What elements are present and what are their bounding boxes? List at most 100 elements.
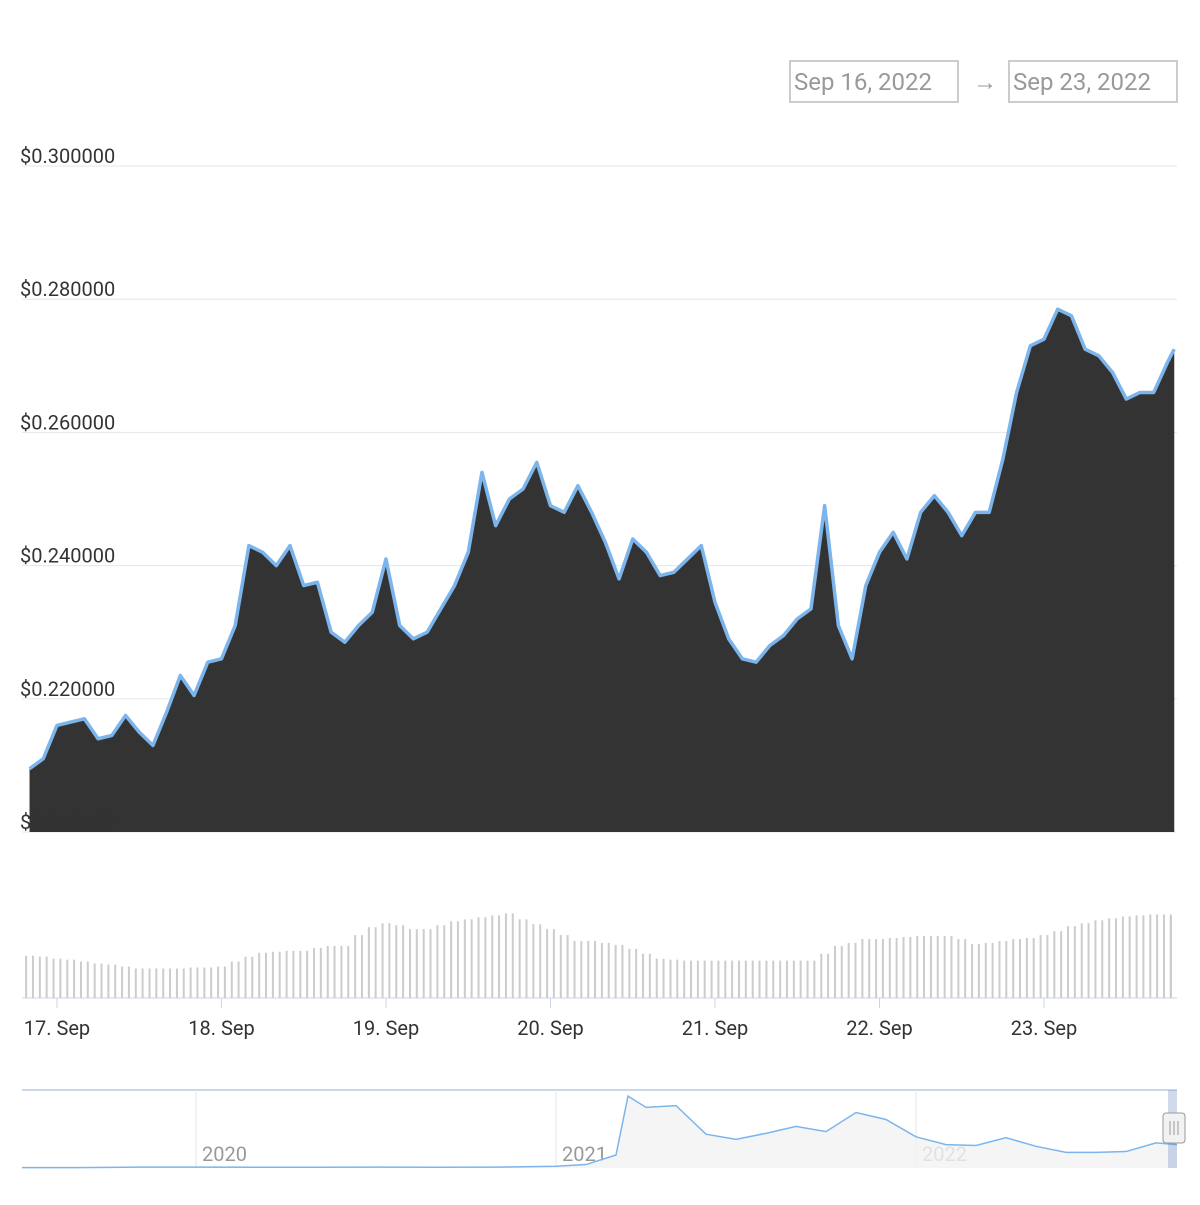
volume-bar <box>456 921 459 998</box>
volume-bar <box>162 968 165 998</box>
volume-bar <box>573 940 576 998</box>
volume-bar <box>751 960 754 998</box>
volume-bar <box>957 939 960 998</box>
volume-bar <box>491 915 494 998</box>
to-date-box[interactable] <box>1008 60 1178 103</box>
volume-bar <box>388 923 391 998</box>
volume-bar <box>820 953 823 998</box>
area-fill <box>29 309 1175 832</box>
volume-bar <box>360 935 363 998</box>
volume-bar <box>196 967 199 998</box>
volume-bar <box>31 955 34 998</box>
volume-bar <box>470 919 473 998</box>
volume-bar <box>45 956 48 998</box>
volume-bar <box>881 939 884 998</box>
volume-bar <box>1128 916 1131 998</box>
to-date[interactable]: Sep 23, 2022 <box>1013 68 1151 96</box>
volume-bar <box>923 936 926 998</box>
y-tick-label: $0.240000 <box>20 544 115 568</box>
y-tick-label: $0.300000 <box>20 144 115 168</box>
volume-bar <box>744 960 747 998</box>
volume-bar <box>1046 935 1049 998</box>
volume-bar <box>518 919 521 998</box>
volume-bar <box>936 936 939 998</box>
volume-bar <box>840 945 843 998</box>
volume-bar <box>1012 939 1015 998</box>
volume-bar <box>134 968 137 998</box>
volume-bar <box>100 963 103 998</box>
volume-bar <box>875 939 878 998</box>
volume-bar <box>1073 926 1076 998</box>
volume-bar <box>408 929 411 998</box>
volume-bar <box>210 967 213 998</box>
volume-bar <box>600 942 603 998</box>
volume-bar <box>559 935 562 998</box>
volume-bar <box>642 953 645 998</box>
x-tick-label: 21. Sep <box>682 1016 748 1040</box>
volume-bar <box>127 966 130 998</box>
volume-bar <box>587 940 590 998</box>
volume-bar <box>895 938 898 998</box>
volume-bar <box>381 923 384 998</box>
x-tick-label: 20. Sep <box>517 1016 583 1040</box>
volume-bar <box>792 960 795 998</box>
volume-bar <box>1025 938 1028 998</box>
volume-bar <box>580 940 583 998</box>
volume-bar <box>827 953 830 998</box>
volume-bar <box>738 960 741 998</box>
volume-bar <box>1135 915 1138 998</box>
volume-bar <box>971 943 974 998</box>
volume-bar <box>463 919 466 998</box>
volume-bar <box>79 961 82 998</box>
volume-bar <box>374 927 377 998</box>
volume-bar <box>477 917 480 998</box>
volume-bar <box>1149 914 1152 998</box>
x-tick-label: 23. Sep <box>1011 1016 1077 1040</box>
volume-bar <box>888 938 891 998</box>
y-tick-label: $0.220000 <box>20 677 115 701</box>
volume-bar <box>813 960 816 998</box>
from-date-box[interactable] <box>789 60 959 103</box>
volume-bar <box>59 958 62 998</box>
volume-bar <box>1005 940 1008 998</box>
volume-bar <box>1163 914 1166 998</box>
volume-bar <box>1039 935 1042 998</box>
volume-bar <box>1101 920 1104 998</box>
volume-bar <box>1067 926 1070 998</box>
volume-bar <box>141 968 144 998</box>
volume-bar <box>395 925 398 998</box>
volume-bar <box>1087 923 1090 998</box>
volume-bar <box>977 943 980 998</box>
volume-bar <box>566 935 569 998</box>
volume-bar <box>169 968 172 998</box>
volume-bar <box>121 966 124 998</box>
volume-bar <box>594 940 597 998</box>
volume-bar <box>943 936 946 998</box>
volume-bar <box>340 945 343 998</box>
navigator-area <box>22 1096 1177 1168</box>
volume-bar <box>546 929 549 998</box>
volume-bar <box>950 936 953 998</box>
volume-bar <box>1169 916 1172 998</box>
volume-bar <box>909 937 912 998</box>
volume-bar <box>799 960 802 998</box>
volume-bar <box>916 936 919 998</box>
volume-bar <box>443 925 446 998</box>
volume-bar <box>264 952 267 998</box>
volume-bar <box>1053 931 1056 998</box>
volume-bar <box>539 924 542 998</box>
volume-bar <box>806 960 809 998</box>
volume-bar <box>703 960 706 998</box>
from-date[interactable]: Sep 16, 2022 <box>794 68 932 96</box>
volume-bar <box>765 960 768 998</box>
volume-bar <box>217 966 220 998</box>
volume-bar <box>93 963 96 998</box>
volume-bar <box>1142 915 1145 998</box>
volume-bar <box>511 913 514 998</box>
volume-bar <box>299 950 302 998</box>
volume-bar <box>929 936 932 998</box>
volume-bar <box>847 942 850 998</box>
volume-bar <box>292 950 295 998</box>
volume-bar <box>319 947 322 998</box>
volume-bar <box>1032 938 1035 998</box>
